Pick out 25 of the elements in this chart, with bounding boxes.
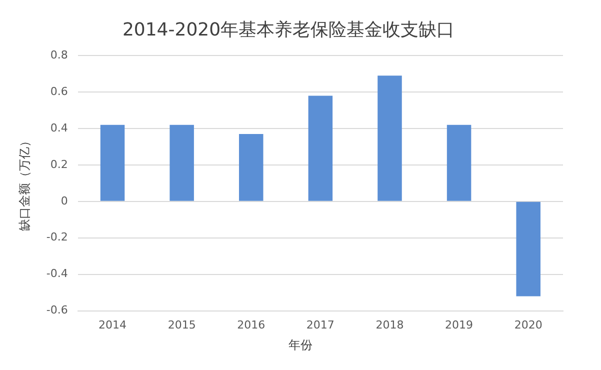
y-tick-label: -0.4 — [46, 267, 68, 280]
bar — [308, 96, 333, 201]
bar — [516, 202, 540, 296]
x-tick-label: 2018 — [376, 318, 404, 332]
y-tick-label: 0 — [60, 194, 68, 208]
x-tick-label: 2019 — [445, 318, 474, 332]
bar — [239, 134, 264, 201]
y-axis-title: 缺口金额（万亿） — [17, 135, 32, 232]
y-tick-label: -0.2 — [46, 230, 68, 244]
x-axis-title: 年份 — [288, 337, 314, 354]
x-tick-label: 2015 — [168, 318, 196, 332]
y-tick-label: 0.2 — [50, 158, 68, 171]
x-tick-label: 2014 — [98, 318, 127, 332]
bar — [100, 124, 125, 201]
y-tick-label: 0.8 — [50, 48, 68, 62]
y-tick-label: 0.4 — [50, 121, 68, 134]
x-tick-label: 2020 — [514, 318, 542, 332]
bar — [378, 76, 402, 201]
y-tick-label: 0.6 — [50, 84, 68, 98]
y-tick-label: -0.6 — [46, 304, 68, 317]
chart-title: 2014-2020年基本养老保险基金收支缺口 — [122, 19, 455, 40]
x-tick-label: 2016 — [237, 318, 266, 332]
bar — [446, 124, 472, 201]
x-tick-label: 2017 — [306, 318, 334, 332]
bar — [170, 124, 194, 201]
